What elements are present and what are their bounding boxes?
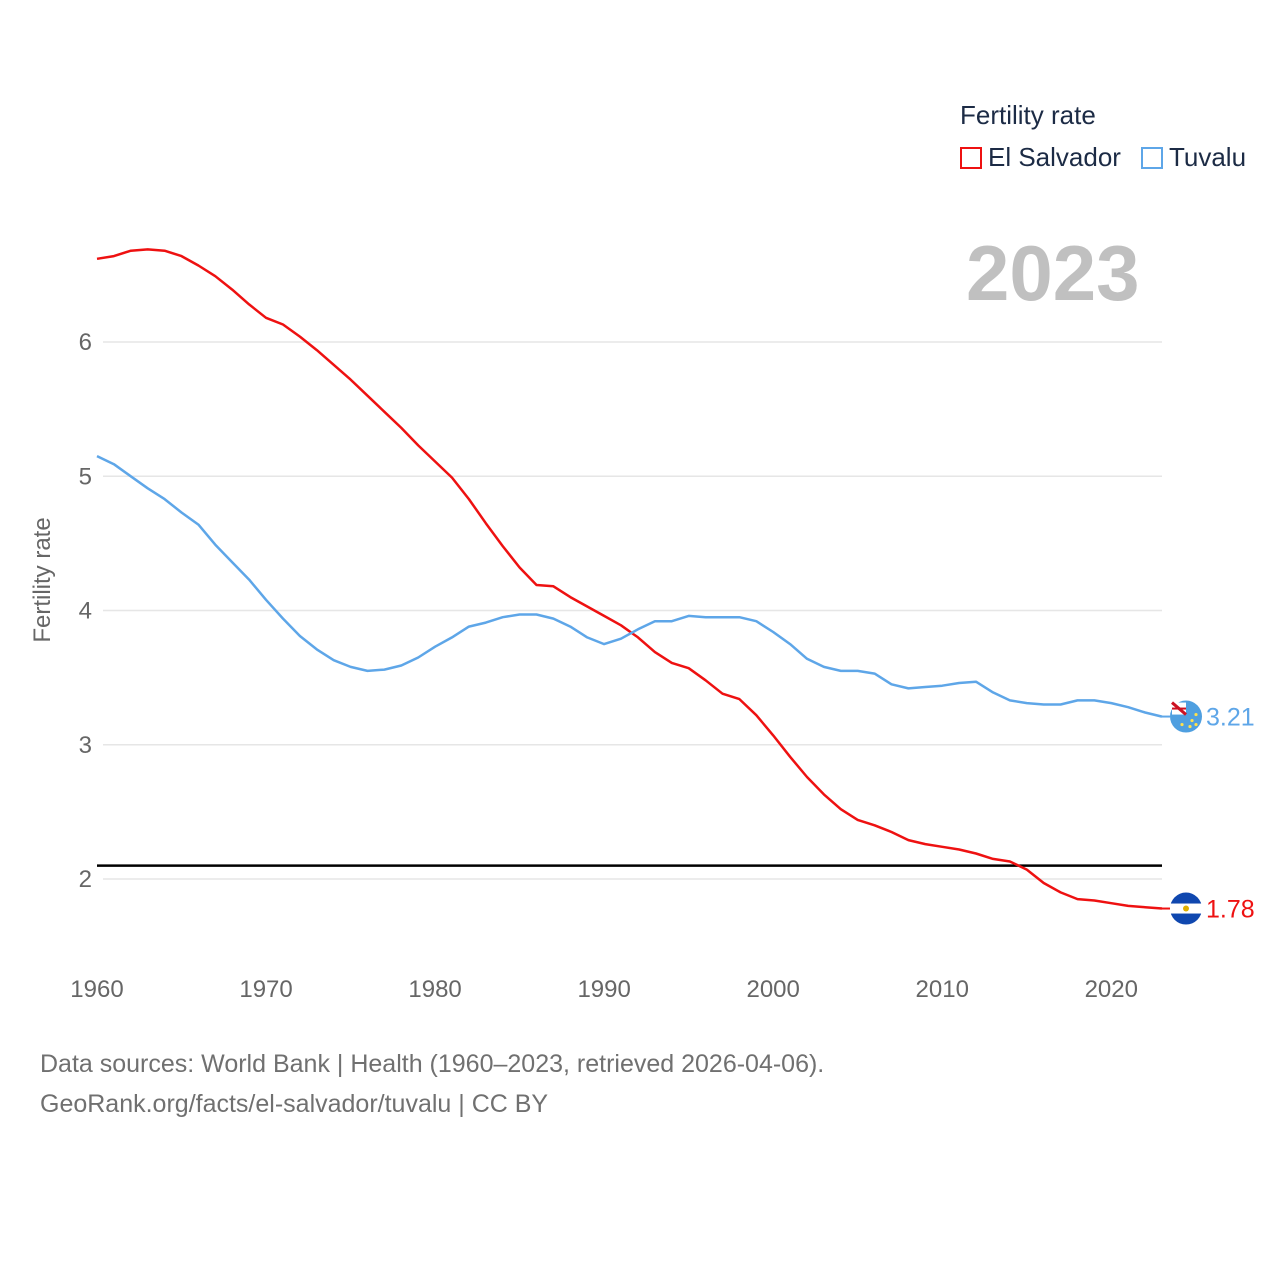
x-tick-label: 2010 [916,976,969,1003]
series-line-tuvalu[interactable] [96,454,1163,718]
x-tick-label: 1970 [239,976,292,1003]
end-value-label-tuvalu: 3.21 [1206,704,1255,732]
x-tick-label: 1960 [70,976,123,1003]
grid-lines [103,341,1162,880]
source-line-2[interactable]: GeoRank.org/facts/el-salvador/tuvalu | C… [40,1090,549,1118]
legend-swatch-tuvalu [1140,146,1163,169]
source-line-1: Data sources: World Bank | Health (1960–… [40,1050,825,1078]
y-axis-ticks: 2 3 4 5 6 [79,329,92,893]
legend-title: Fertility rate [960,100,1096,130]
source-notes: Data sources: World Bank | Health (1960–… [40,1044,824,1124]
flag-icon-tuvalu [1170,700,1202,733]
x-tick-label: 2020 [1085,976,1138,1003]
end-value-label-el-salvador: 1.78 [1206,896,1255,924]
x-tick-label: 2000 [746,976,799,1003]
legend-item-tuvalu[interactable]: Tuvalu [1140,142,1247,173]
y-tick-label: 4 [79,598,92,625]
year-label: 2023 [966,229,1140,317]
end-markers: 1.78 3.21 [1162,700,1255,925]
legend-label-el-salvador: El Salvador [988,142,1121,172]
series-line-el-salvador[interactable] [96,248,1163,910]
legend-item-el-salvador[interactable]: El Salvador [960,142,1121,173]
flag-icon-el-salvador [1170,892,1202,925]
x-tick-label: 1980 [408,976,461,1003]
legend: El Salvador Tuvalu [960,142,1266,173]
legend-label-tuvalu: Tuvalu [1168,142,1247,172]
series-lines [96,248,1163,910]
y-tick-label: 2 [79,866,92,893]
y-tick-label: 6 [79,329,92,356]
legend-swatch-el-salvador [960,146,982,169]
x-tick-label: 1990 [577,976,630,1003]
y-tick-label: 5 [79,463,92,490]
x-axis-ticks: 1960 1970 1980 1990 2000 2010 2020 [70,976,1138,1003]
y-axis-title: Fertility rate [29,517,56,642]
y-tick-label: 3 [79,732,92,759]
